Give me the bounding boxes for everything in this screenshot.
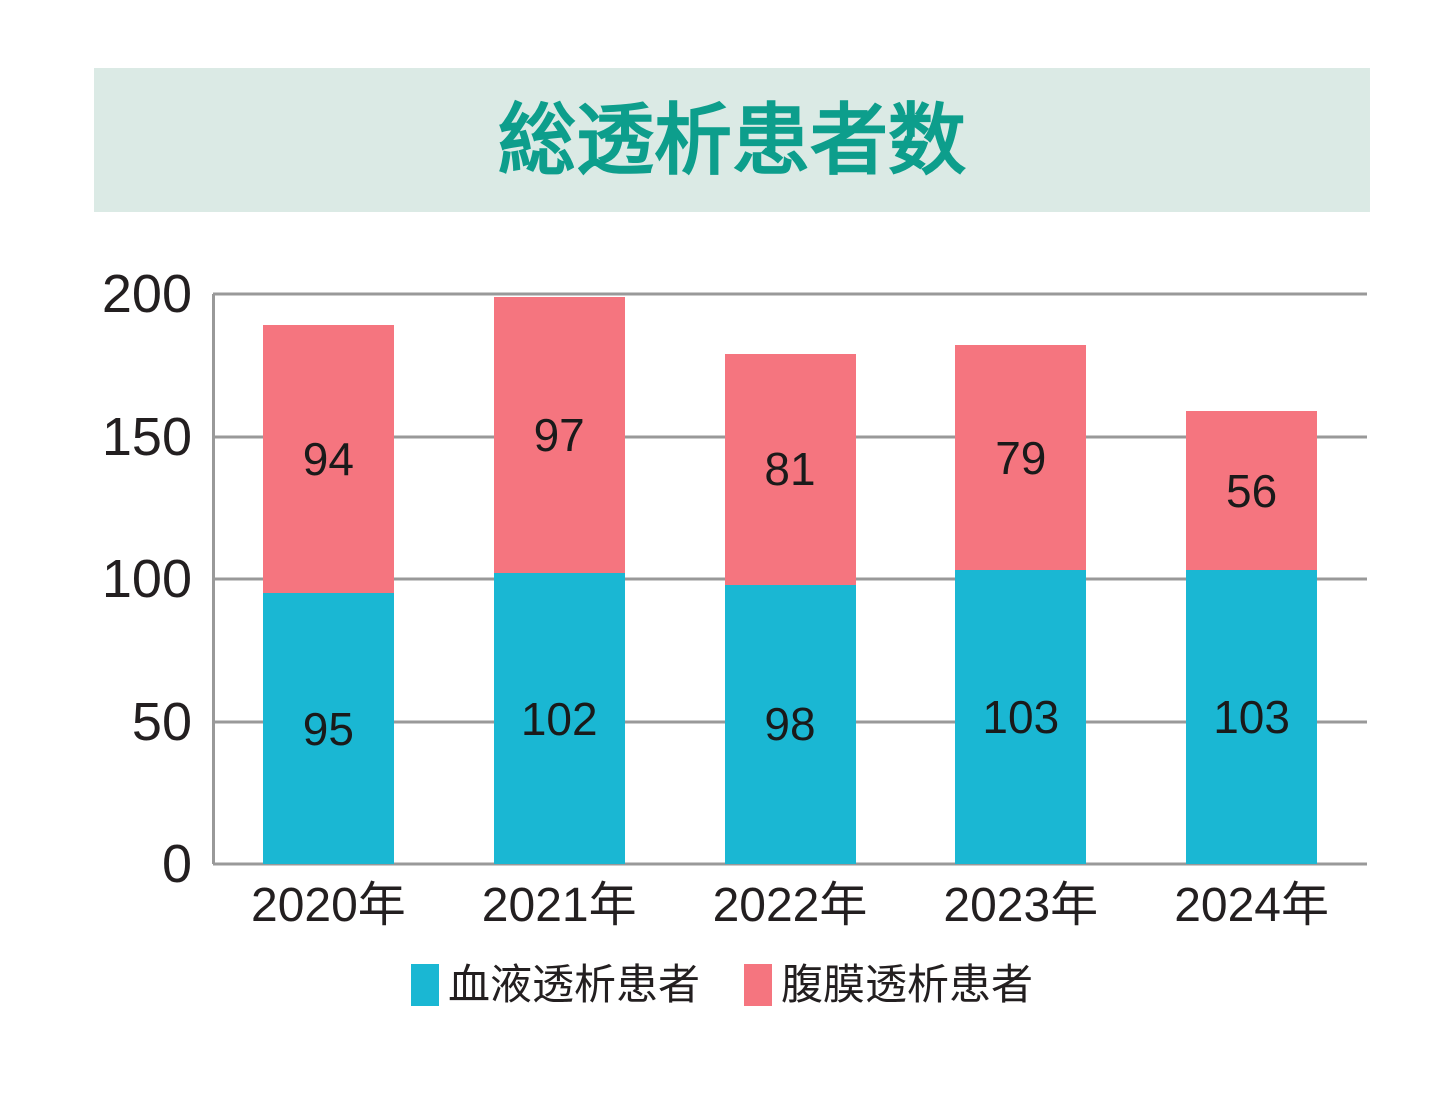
legend-swatch-hemodialysis-icon [410, 964, 439, 1006]
bar-segment-hemodialysis-2023年 [955, 570, 1087, 864]
bar-segment-peritoneal-2020年 [262, 325, 394, 594]
y-axis-tick-200: 200 [101, 264, 192, 324]
value-label-peritoneal-2022年: 81 [764, 443, 816, 496]
chart-title: 総透析患者数 [497, 96, 966, 184]
bar-segment-peritoneal-2021年 [493, 296, 625, 574]
value-label-peritoneal-2020年: 94 [302, 433, 354, 486]
value-label-hemodialysis-2024年: 103 [1213, 691, 1290, 744]
bar-segment-hemodialysis-2020年 [262, 593, 394, 864]
legend-item-peritoneal: 腹膜透析患者 [744, 964, 1033, 1006]
y-axis-tick-50: 50 [131, 691, 192, 752]
legend: 血液透析患者 腹膜透析患者 [0, 964, 1444, 1006]
value-label-hemodialysis-2020年: 95 [302, 702, 354, 755]
bar-segment-hemodialysis-2021年 [493, 573, 625, 864]
x-axis-tick-2021年: 2021年 [481, 879, 637, 932]
legend-swatch-peritoneal-icon [744, 964, 772, 1006]
legend-label-peritoneal: 腹膜透析患者 [781, 961, 1034, 1008]
y-axis-tick-0: 0 [161, 834, 192, 894]
y-axis-line [212, 294, 215, 864]
bar-segment-peritoneal-2024年 [1186, 410, 1318, 571]
plot-area: 95 94 102 97 98 81 103 79 103 56 [212, 292, 1367, 866]
x-axis-tick-2022年: 2022年 [712, 879, 868, 932]
title-banner: 総透析患者数 [94, 68, 1370, 212]
gridline-200 [213, 292, 1367, 296]
bar-segment-peritoneal-2023年 [955, 345, 1087, 571]
bar-segment-hemodialysis-2022年 [724, 584, 856, 864]
gridline-0 [213, 862, 1367, 866]
y-axis-tick-100: 100 [101, 549, 192, 609]
x-axis-tick-2020年: 2020年 [251, 879, 406, 932]
value-label-hemodialysis-2023年: 103 [982, 691, 1060, 744]
value-label-peritoneal-2024年: 56 [1226, 464, 1278, 517]
legend-label-hemodialysis: 血液透析患者 [447, 961, 700, 1008]
value-label-hemodialysis-2022年: 98 [764, 698, 816, 751]
legend-item-hemodialysis: 血液透析患者 [410, 961, 700, 1008]
y-axis-tick-150: 150 [101, 406, 192, 467]
bar-segment-peritoneal-2022年 [724, 353, 856, 585]
value-label-peritoneal-2021年: 97 [533, 409, 585, 462]
value-label-hemodialysis-2021年: 102 [520, 692, 598, 745]
bar-segment-hemodialysis-2024年 [1186, 570, 1318, 864]
value-label-peritoneal-2023年: 79 [995, 431, 1047, 484]
x-axis-tick-2024年: 2024年 [1174, 879, 1329, 932]
x-axis-tick-2023年: 2023年 [943, 879, 1099, 932]
